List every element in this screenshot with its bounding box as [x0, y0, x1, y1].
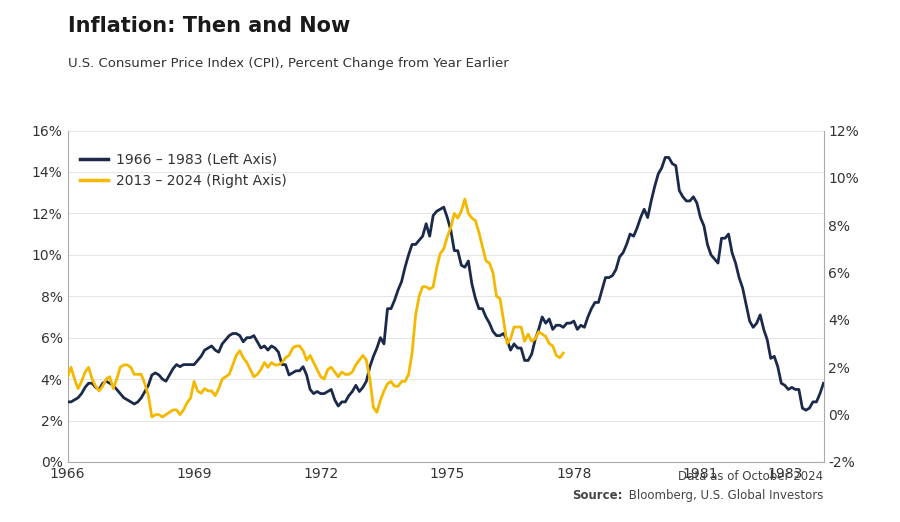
Text: Bloomberg, U.S. Global Investors: Bloomberg, U.S. Global Investors [626, 489, 824, 502]
Text: Inflation: Then and Now: Inflation: Then and Now [68, 16, 350, 35]
Text: Source:: Source: [572, 489, 623, 502]
Legend: 1966 – 1983 (Left Axis), 2013 – 2024 (Right Axis): 1966 – 1983 (Left Axis), 2013 – 2024 (Ri… [75, 147, 292, 194]
Text: U.S. Consumer Price Index (CPI), Percent Change from Year Earlier: U.S. Consumer Price Index (CPI), Percent… [68, 57, 508, 70]
Text: Data as of October 2024: Data as of October 2024 [679, 470, 824, 483]
